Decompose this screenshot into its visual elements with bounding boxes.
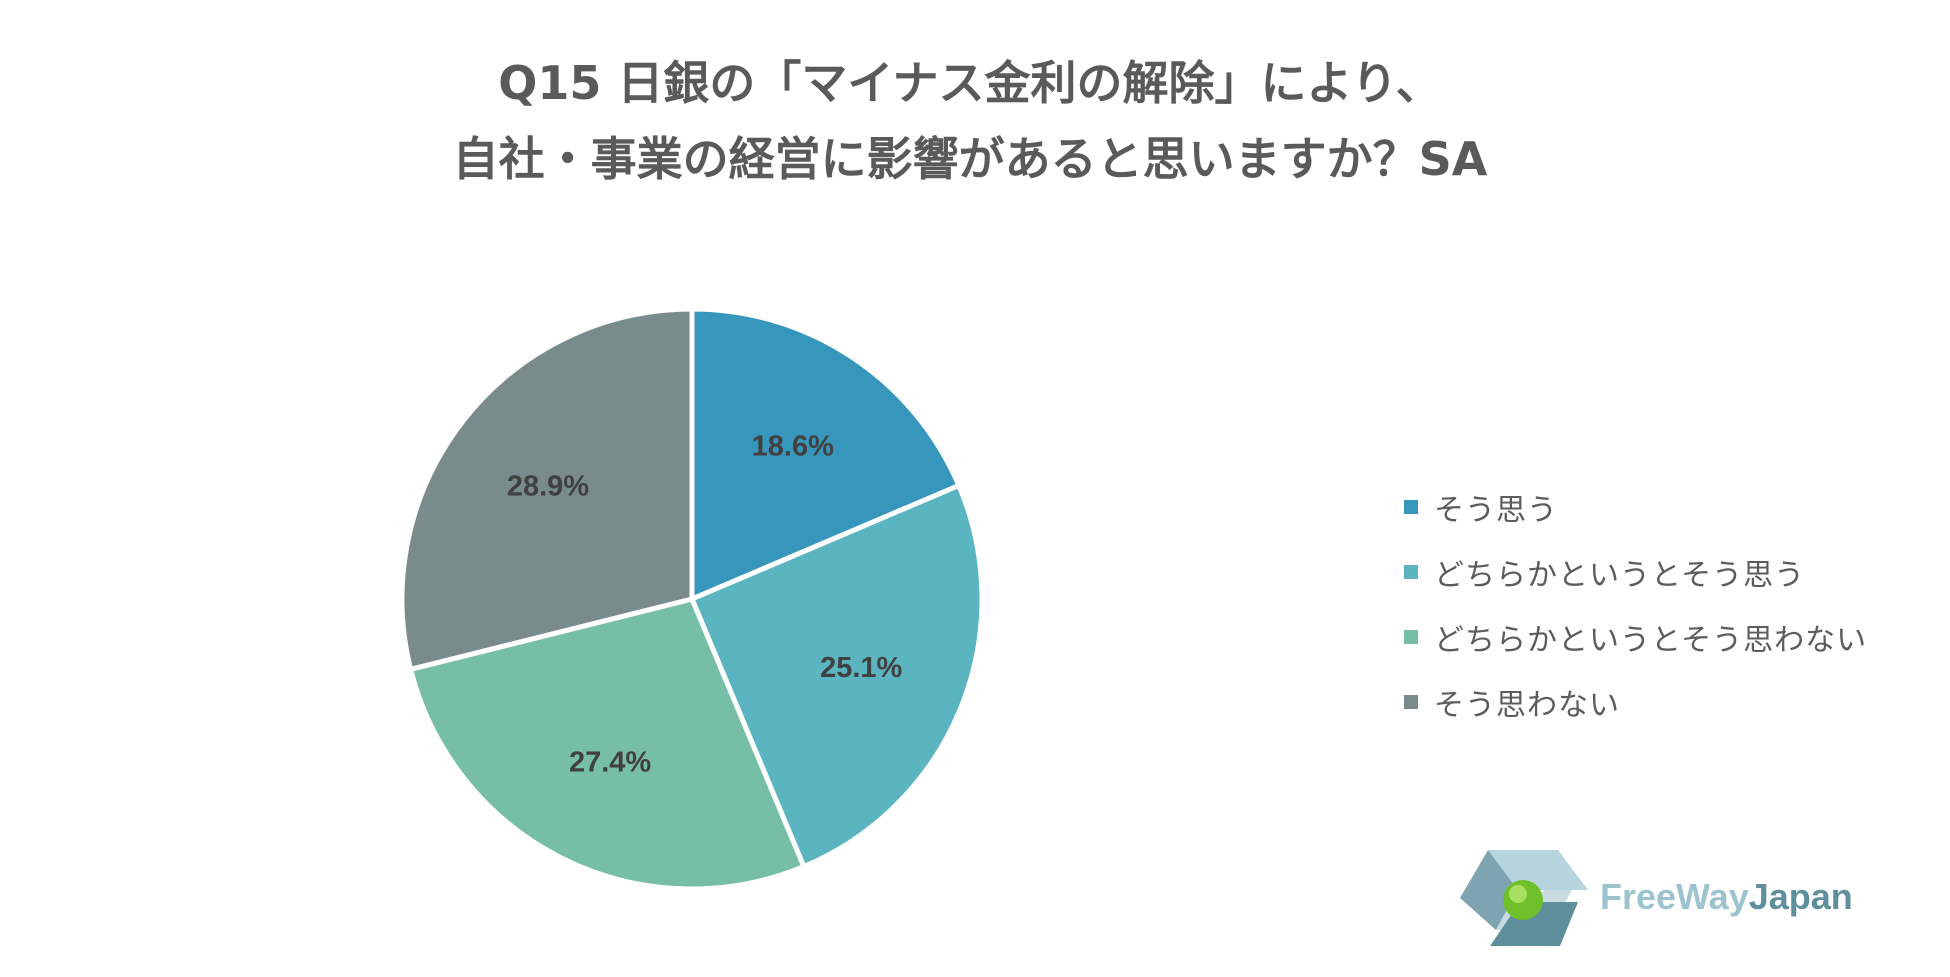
- logo-text-japan: Japan: [1748, 876, 1853, 917]
- logo-text-freeway: FreeWay: [1600, 876, 1749, 917]
- chart-title: Q15 日銀の「マイナス金利の解除」により、 自社・事業の経営に影響があると思い…: [0, 45, 1950, 197]
- legend-item-2: どちらかというとそう思う: [1404, 539, 1867, 604]
- legend-swatch-1: [1404, 499, 1418, 514]
- legend-swatch-3: [1404, 629, 1418, 644]
- pie-slice-4: [399, 306, 695, 672]
- legend-swatch-4: [1404, 694, 1418, 709]
- freewayjapan-logo-mark-icon: [1460, 850, 1588, 946]
- legend-swatch-2: [1404, 564, 1418, 579]
- legend-item-1: そう思う: [1404, 474, 1867, 539]
- pie-slice-label-2: 25.1%: [820, 652, 902, 684]
- pie-slice-1: [689, 306, 962, 602]
- pie-slice-label-3: 27.4%: [569, 746, 651, 778]
- pie-slice-label-4: 28.9%: [507, 471, 589, 503]
- freewayjapan-logo: FreeWayJapan: [1460, 846, 1900, 950]
- chart-legend: そう思うどちらかというとそう思うどちらかというとそう思わない そう思わない: [1404, 474, 1867, 734]
- freewayjapan-logo-text: FreeWayJapan: [1600, 876, 1853, 918]
- legend-item-4: そう思わない: [1404, 669, 1867, 734]
- chart-title-line-2: 自社・事業の経営に影響があると思いますか？SA: [452, 132, 1488, 186]
- legend-label-2: どちらかというとそう思う: [1434, 557, 1806, 593]
- legend-label-4: そう思わない: [1434, 687, 1620, 723]
- chart-title-line-1: Q15 日銀の「マイナス金利の解除」により、: [498, 56, 1442, 110]
- pie-slice-3: [408, 596, 807, 892]
- legend-label-3: どちらかというとそう思わない: [1434, 622, 1868, 658]
- pie-slice-label-1: 18.6%: [752, 431, 834, 463]
- legend-item-3: どちらかというとそう思わない: [1404, 604, 1867, 669]
- legend-label-1: そう思う: [1434, 492, 1558, 528]
